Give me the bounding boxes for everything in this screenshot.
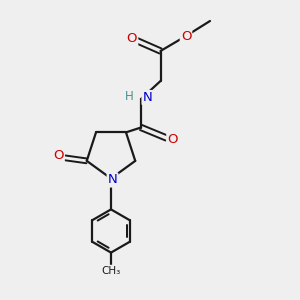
Text: O: O: [53, 149, 64, 162]
Text: N: N: [108, 173, 117, 187]
Text: H: H: [125, 89, 134, 103]
Text: O: O: [181, 29, 191, 43]
Text: O: O: [167, 133, 178, 146]
Text: N: N: [142, 91, 152, 104]
Text: CH₃: CH₃: [101, 266, 121, 276]
Text: O: O: [127, 32, 137, 46]
